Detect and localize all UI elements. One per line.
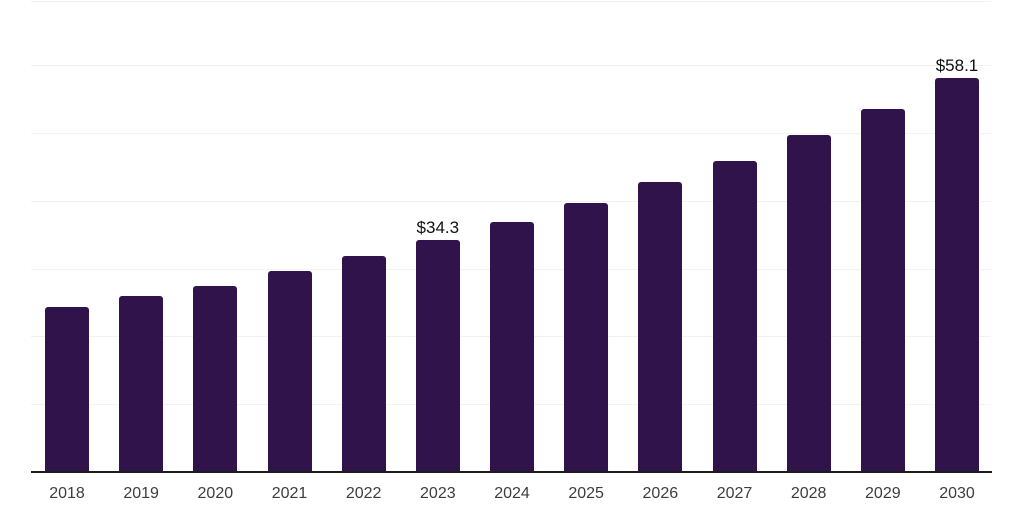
x-tick-2030: 2030 [939, 485, 975, 502]
gridline-50 [31, 133, 991, 135]
bar-2025 [564, 202, 609, 472]
bar-2027 [712, 160, 757, 472]
bar-2019 [119, 295, 164, 472]
gridline-60 [31, 65, 991, 67]
bar-2026 [638, 181, 683, 472]
x-tick-2021: 2021 [271, 485, 308, 502]
x-tick-2019: 2019 [123, 485, 159, 502]
gridline-40 [31, 200, 991, 202]
bar-2029 [860, 108, 905, 472]
x-tick-2028: 2028 [790, 485, 827, 502]
x-tick-2025: 2025 [568, 485, 604, 502]
x-tick-2023: 2023 [420, 485, 456, 502]
bar-2028 [786, 134, 831, 472]
bar-2022 [341, 255, 386, 472]
bar-2018 [45, 306, 89, 472]
x-tick-2029: 2029 [865, 485, 901, 502]
x-tick-2026: 2026 [642, 485, 679, 502]
gridline-70 [31, 1, 991, 2]
x-tick-2027: 2027 [716, 485, 753, 502]
x-tick-2022: 2022 [345, 485, 382, 502]
bar-2024 [490, 221, 534, 472]
bar-2030 [935, 78, 979, 472]
bar-2020 [193, 286, 238, 472]
bar-value-label-2030: $58.1 [935, 56, 979, 76]
x-tick-2020: 2020 [197, 485, 234, 502]
x-tick-2018: 2018 [49, 485, 85, 502]
bar-value-label-2023: $34.3 [416, 217, 460, 237]
bar-2021 [267, 271, 312, 472]
x-tick-2024: 2024 [494, 485, 530, 502]
bar-2023 [415, 239, 460, 472]
x-axis-line [31, 471, 992, 473]
